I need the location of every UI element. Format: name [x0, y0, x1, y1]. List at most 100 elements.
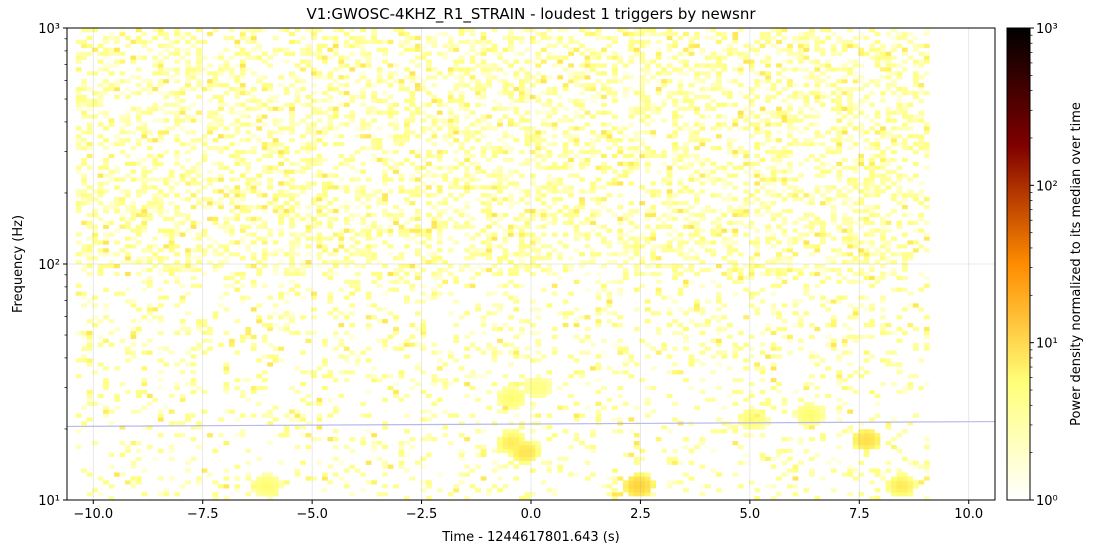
heatmap-cell — [289, 71, 295, 76]
heatmap-cell — [201, 197, 208, 202]
heatmap-cell — [644, 240, 651, 245]
heatmap-cell — [579, 161, 585, 166]
heatmap-cell — [103, 67, 109, 72]
heatmap-cell — [371, 35, 377, 41]
heatmap-cell — [86, 43, 93, 48]
heatmap-cell — [332, 197, 339, 202]
heatmap-cell — [639, 472, 646, 477]
heatmap-cell — [431, 252, 438, 257]
heatmap-cell — [382, 197, 388, 202]
heatmap-cell — [141, 228, 148, 233]
heatmap-cell — [699, 267, 706, 273]
heatmap-cell — [497, 224, 503, 229]
heatmap-cell — [540, 35, 547, 41]
heatmap-cell — [748, 98, 755, 104]
heatmap-cell — [529, 216, 536, 222]
heatmap-cell — [338, 177, 345, 182]
heatmap-cell — [119, 452, 126, 458]
heatmap-cell — [546, 177, 553, 182]
heatmap-cell — [617, 252, 624, 257]
heatmap-cell — [360, 401, 367, 406]
heatmap-cell — [316, 413, 323, 418]
heatmap-cell — [721, 114, 728, 119]
heatmap-cell — [349, 114, 356, 119]
heatmap-cell — [737, 413, 744, 418]
heatmap-cell — [732, 51, 739, 56]
heatmap-cell — [119, 31, 126, 37]
heatmap-cell — [278, 260, 284, 265]
heatmap-cell — [639, 83, 646, 88]
heatmap-cell — [661, 98, 667, 104]
heatmap-cell — [683, 201, 689, 206]
heatmap-cell — [699, 173, 706, 178]
heatmap-cell — [431, 67, 438, 72]
heatmap-cell — [360, 264, 367, 269]
heatmap-cell — [524, 157, 531, 163]
heatmap-cell — [622, 252, 629, 257]
heatmap-cell — [146, 267, 153, 273]
heatmap-cell — [163, 55, 170, 60]
heatmap-cell — [223, 366, 230, 371]
heatmap-cell — [743, 51, 750, 56]
heatmap-cell — [447, 236, 454, 241]
heatmap-cell — [185, 39, 191, 45]
heatmap-cell — [721, 256, 728, 261]
heatmap-cell — [256, 102, 263, 107]
heatmap-cell — [705, 323, 711, 328]
heatmap-cell — [579, 102, 585, 107]
heatmap-cell — [305, 102, 312, 107]
heatmap-cell — [584, 67, 591, 72]
heatmap-cell — [81, 197, 87, 202]
heatmap-cell — [584, 220, 591, 225]
heatmap-cell — [179, 87, 186, 92]
heatmap-cell — [278, 291, 284, 296]
heatmap-cell — [606, 240, 613, 245]
heatmap-cell — [606, 79, 613, 84]
heatmap-cell — [469, 146, 476, 151]
heatmap-cell — [420, 102, 427, 107]
heatmap-cell — [486, 252, 492, 257]
heatmap-cell — [97, 122, 104, 127]
heatmap-cell — [81, 330, 87, 336]
heatmap-cell — [431, 75, 438, 80]
heatmap-cell — [382, 177, 388, 182]
heatmap-cell — [135, 307, 142, 312]
heatmap-cell — [529, 468, 536, 473]
heatmap-cell — [256, 374, 263, 379]
heatmap-cell — [475, 252, 481, 257]
heatmap-cell — [365, 122, 372, 127]
heatmap-cell — [601, 102, 607, 107]
heatmap-cell — [754, 236, 761, 241]
heatmap-cell — [715, 114, 722, 119]
heatmap-cell — [644, 216, 651, 222]
heatmap-cell — [611, 35, 618, 41]
heatmap-cell — [732, 228, 739, 233]
heatmap-cell — [245, 264, 252, 269]
heatmap-cell — [283, 102, 290, 107]
heatmap-cell — [524, 378, 531, 383]
heatmap-cell — [228, 201, 235, 206]
heatmap-cell — [387, 165, 394, 170]
heatmap-cell — [228, 189, 235, 194]
heatmap-cell — [179, 283, 186, 288]
heatmap-cell — [190, 165, 197, 170]
heatmap-cell — [283, 267, 290, 273]
heatmap-cell — [425, 260, 432, 265]
heatmap-cell — [661, 346, 667, 351]
heatmap-cell — [283, 271, 290, 277]
heatmap-cell — [453, 378, 460, 383]
heatmap-cell — [393, 216, 399, 222]
heatmap-cell — [234, 378, 241, 383]
heatmap-cell — [294, 98, 301, 104]
heatmap-cell — [436, 208, 443, 214]
heatmap-cell — [475, 271, 481, 277]
heatmap-cell — [283, 173, 290, 178]
heatmap-cell — [475, 122, 481, 127]
heatmap-cell — [250, 189, 257, 194]
heatmap-cell — [617, 193, 624, 198]
heatmap-cell — [513, 393, 520, 399]
heatmap-cell — [316, 153, 323, 159]
heatmap-cell — [579, 106, 585, 111]
heatmap-cell — [174, 157, 181, 163]
heatmap-cell — [579, 90, 585, 96]
